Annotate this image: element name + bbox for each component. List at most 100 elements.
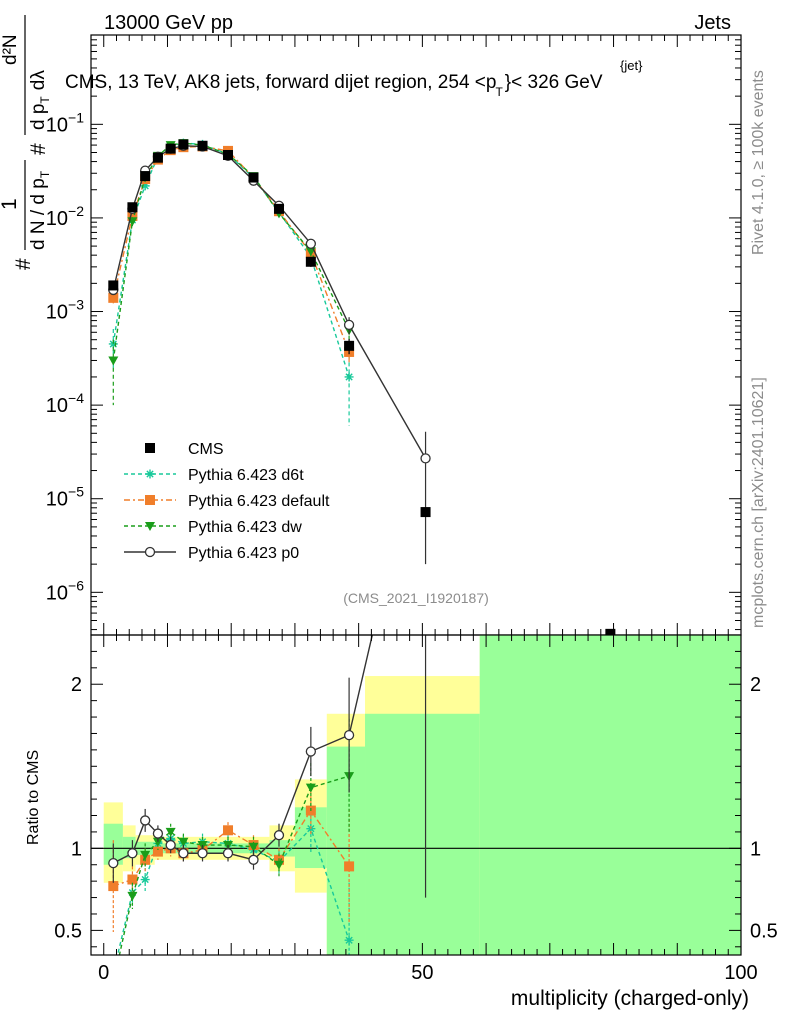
ylabel-den1: d N / d p (28, 178, 49, 250)
ylabel-den2-sub: T (38, 96, 52, 104)
legend-marker (145, 495, 155, 505)
main-ytick-label: 10−3 (46, 297, 84, 324)
main-point (305, 256, 316, 267)
ylabel-num1: 1 (0, 198, 21, 210)
ratio-point (223, 825, 234, 836)
main-point (127, 202, 138, 213)
x-axis-label: multiplicity (charged-only) (511, 987, 749, 1010)
ratio-series-group (108, 635, 427, 955)
main-series-line (112, 142, 350, 378)
ratio-ytick-label-left: 1 (71, 838, 82, 860)
svg-text:#: # (27, 143, 50, 155)
main-series-cms (108, 139, 616, 635)
ratio-point (343, 729, 355, 741)
main-point (248, 172, 259, 183)
ratio-point (108, 857, 119, 869)
legend-label: CMS (188, 441, 224, 458)
main-point (605, 628, 616, 635)
legend-marker (145, 443, 155, 453)
ratio-series-line (118, 775, 350, 955)
plot-title-end: }< 326 GeV (505, 72, 603, 93)
main-point (108, 356, 119, 366)
ratio-ytick-label-left: 0.5 (54, 920, 82, 942)
ratio-series-line (116, 827, 350, 955)
main-series-group (108, 138, 616, 635)
ratio-point (178, 837, 189, 847)
legend-marker (144, 546, 156, 558)
ratio-plot-panel: 0.5 0.5 1 1 2 2 0 50 100 (54, 634, 778, 984)
main-ytick-label: 10−1 (46, 109, 84, 136)
ratio-point (222, 848, 234, 859)
main-point (152, 152, 163, 163)
main-point (127, 210, 138, 221)
ratio-point (197, 848, 208, 859)
main-ylabel: # 1 d N / d pT # d²N d pTdλ (0, 15, 52, 270)
main-point (223, 150, 234, 161)
ratio-point (248, 842, 259, 852)
side-right-bottom: mcplots.cern.ch [arXiv:2401.10621] (750, 377, 767, 628)
ratio-series-line (113, 809, 350, 887)
plot-title-sub: T (495, 85, 503, 99)
ratio-point (165, 839, 176, 851)
main-ytick-label: 10−6 (46, 577, 84, 604)
svg-text:#: # (12, 258, 35, 270)
ratio-band-inner (326, 746, 366, 955)
legend-label: Pythia 6.423 default (188, 493, 330, 510)
main-series-line (112, 145, 427, 459)
ratio-point (165, 827, 176, 837)
ratio-point (152, 828, 164, 839)
main-ytick-label: 10−2 (46, 203, 84, 230)
ylabel-num2: d²N (0, 34, 21, 65)
analysis-id: (CMS_2021_I1920187) (343, 590, 489, 606)
main-point (178, 139, 189, 150)
main-point (140, 181, 150, 191)
ratio-point (248, 854, 259, 865)
header-right: Jets (694, 12, 731, 34)
main-point (197, 140, 208, 151)
ratio-band-inner (365, 713, 480, 955)
plot-title-sup: {jet} (620, 58, 643, 73)
svg-text:d N / d pT: d N / d pT (28, 170, 52, 250)
main-point (273, 203, 284, 214)
side-right-top: Rivet 4.1.0, ≥ 100k events (750, 70, 767, 255)
main-point (108, 292, 119, 303)
ratio-point (140, 815, 151, 826)
main-point (343, 319, 355, 331)
legend-item-cms: CMS (145, 441, 224, 458)
legend-label: Pythia 6.423 dw (188, 519, 302, 536)
legend-item-pythia-6-423-dw: Pythia 6.423 dw (124, 519, 302, 536)
legend: CMS Pythia 6.423 d6t Pythia 6.423 default P… (124, 441, 330, 562)
ylabel-hash: # (12, 258, 35, 270)
ratio-point (152, 846, 163, 857)
main-point (165, 143, 176, 154)
ratio-point (127, 891, 138, 901)
x-tick-label: 50 (411, 962, 433, 984)
legend-marker (145, 469, 155, 479)
ratio-plot-frame (90, 634, 742, 956)
legend-item-pythia-6-423-default: Pythia 6.423 default (124, 493, 330, 510)
svg-text:d pTdλ: d pTdλ (28, 70, 52, 130)
ratio-ytick-label-right: 2 (750, 674, 761, 696)
main-point (420, 453, 431, 464)
x-tick-label: 0 (98, 962, 109, 984)
ratio-series-pythia-6-423-dw (118, 718, 355, 955)
plot-title: CMS, 13 TeV, AK8 jets, forward dijet reg… (65, 72, 603, 99)
main-point (140, 171, 151, 182)
ylabel-den1-sub: T (38, 170, 52, 178)
header-left: 13000 GeV pp (104, 12, 233, 34)
main-series-line (112, 142, 350, 361)
main-plot-panel: 10−6 10−5 10−4 10−3 10−2 10−1 (46, 34, 742, 636)
ratio-point (140, 875, 150, 885)
ratio-point (305, 783, 316, 793)
ylabel-den2-end: dλ (28, 70, 49, 91)
ratio-point (344, 861, 355, 872)
ratio-point (127, 874, 138, 885)
legend-marker (145, 522, 155, 531)
x-tick-label: 100 (724, 962, 757, 984)
main-point (108, 339, 118, 349)
ratio-point (273, 830, 285, 841)
main-point (344, 340, 355, 351)
svg-text:d²N: d²N (0, 34, 21, 65)
legend-label: Pythia 6.423 p0 (188, 545, 299, 562)
svg-text:1: 1 (0, 198, 21, 210)
